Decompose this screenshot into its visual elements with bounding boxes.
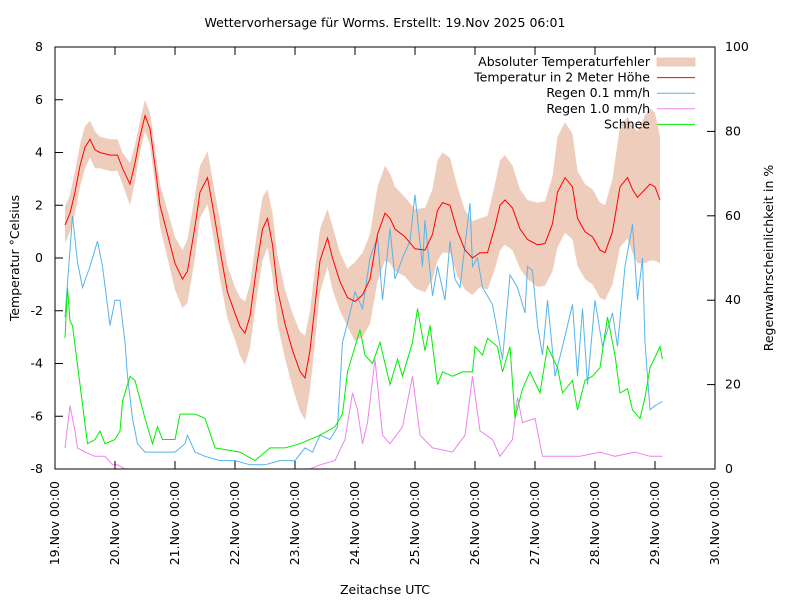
rain-01mm-series bbox=[64, 194, 663, 466]
x-axis-label: Zeitachse UTC bbox=[340, 582, 430, 597]
x-tick-label: 19.Nov 00:00 bbox=[47, 481, 62, 565]
x-tick-label: 25.Nov 00:00 bbox=[407, 481, 422, 565]
y2-tick-label: 0 bbox=[725, 461, 733, 476]
temperature-series bbox=[64, 113, 661, 380]
y2-axis-label: Regenwahrscheinlichkeit in % bbox=[761, 165, 776, 352]
y2-tick-label: 20 bbox=[725, 377, 741, 392]
plot-area bbox=[64, 99, 663, 470]
x-tick-label: 21.Nov 00:00 bbox=[167, 481, 182, 565]
y2-tick-label: 40 bbox=[725, 292, 741, 307]
x-tick-label: 27.Nov 00:00 bbox=[527, 481, 542, 565]
legend-error-band-swatch bbox=[656, 57, 696, 67]
y2-tick-label: 80 bbox=[725, 123, 741, 138]
chart-title: Wettervorhersage für Worms. Erstellt: 19… bbox=[205, 15, 566, 30]
x-tick-label: 30.Nov 00:00 bbox=[707, 481, 722, 565]
rain-1mm-series bbox=[64, 359, 663, 470]
x-tick-label: 26.Nov 00:00 bbox=[467, 481, 482, 565]
x-tick-label: 20.Nov 00:00 bbox=[107, 481, 122, 565]
snow-series bbox=[64, 287, 663, 462]
legend-rain-01mm-label: Regen 0.1 mm/h bbox=[546, 85, 650, 100]
y-tick-label: -4 bbox=[31, 356, 44, 371]
x-tick-label: 28.Nov 00:00 bbox=[587, 481, 602, 565]
y-tick-label: 0 bbox=[35, 250, 43, 265]
legend-temperature-label: Temperatur in 2 Meter Höhe bbox=[473, 70, 650, 85]
y-tick-label: 4 bbox=[35, 145, 43, 160]
temperature-error-band bbox=[65, 99, 660, 421]
legend-snow-label: Schnee bbox=[604, 116, 650, 131]
x-tick-label: 29.Nov 00:00 bbox=[647, 481, 662, 565]
y-tick-label: 6 bbox=[35, 92, 43, 107]
y-tick-label: -2 bbox=[31, 303, 43, 318]
y2-tick-label: 60 bbox=[725, 208, 741, 223]
y2-tick-label: 100 bbox=[725, 39, 749, 54]
legend-rain-1mm-label: Regen 1.0 mm/h bbox=[546, 101, 650, 116]
y-tick-label: 8 bbox=[35, 39, 43, 54]
y-tick-label: -6 bbox=[31, 408, 44, 423]
x-tick-label: 22.Nov 00:00 bbox=[227, 481, 242, 565]
y-tick-label: -8 bbox=[31, 461, 44, 476]
x-tick-label: 23.Nov 00:00 bbox=[287, 481, 302, 565]
y-axis-label: Temperatur °Celsius bbox=[7, 195, 22, 322]
y-tick-label: 2 bbox=[35, 197, 43, 212]
x-tick-label: 24.Nov 00:00 bbox=[347, 481, 362, 565]
legend-error-band-label: Absoluter Temperaturfehler bbox=[478, 54, 651, 69]
